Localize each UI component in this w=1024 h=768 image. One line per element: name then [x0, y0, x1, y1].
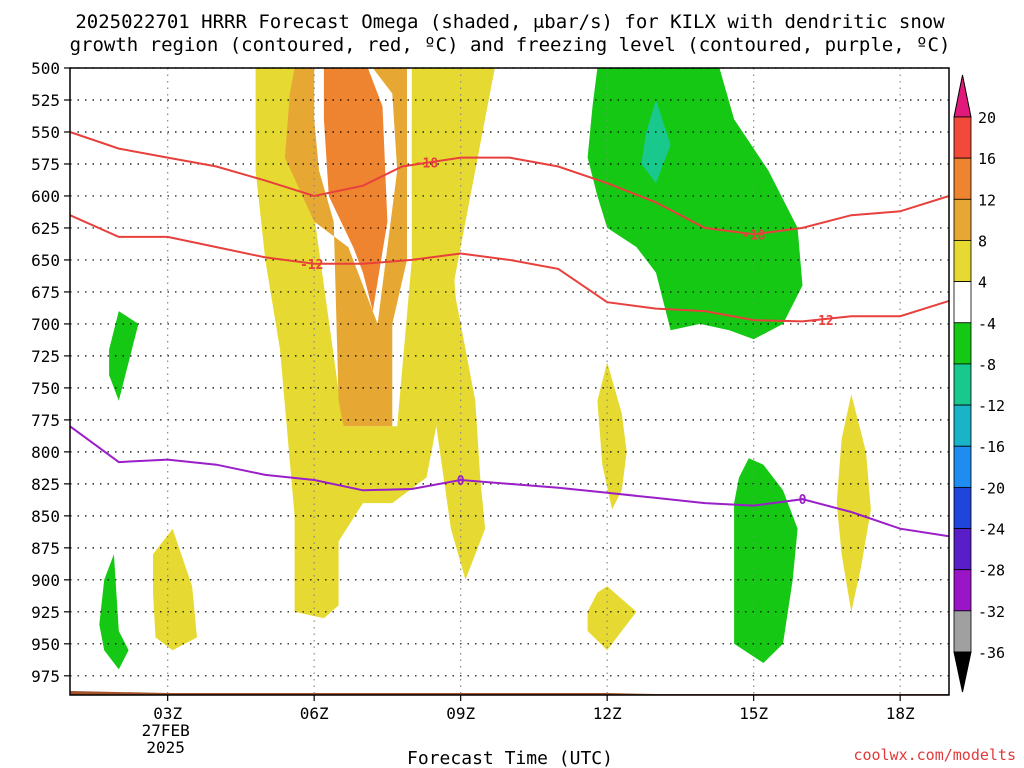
y-tick-label: 975: [31, 667, 60, 686]
x-tick-label: 12Z: [593, 704, 622, 723]
y-tick-label: 700: [31, 315, 60, 334]
contour-line-2: [69, 425, 950, 538]
omega-region-1: [411, 119, 486, 580]
chart-title-line1: 2025022701 HRRR Forecast Omega (shaded, …: [75, 11, 945, 33]
omega-region-3: [323, 68, 388, 312]
y-tick-label: 525: [31, 91, 60, 110]
x-tick-label: 03Z: [153, 704, 182, 723]
colorbar-tick-label: -16: [978, 438, 1005, 456]
colorbar-tick-label: -36: [978, 644, 1005, 662]
y-tick-label: 550: [31, 123, 60, 142]
x-tick-label: 15Z: [739, 704, 768, 723]
contour-label: 0: [799, 493, 807, 508]
y-tick-label: 875: [31, 539, 60, 558]
colorbar-swatch: [953, 157, 972, 200]
colorbar-swatch: [953, 528, 972, 571]
contour-line-0: [69, 131, 950, 236]
omega-region-8: [587, 68, 803, 340]
y-tick-label: 675: [31, 283, 60, 302]
omega-region-5: [597, 362, 627, 510]
chart-title-line2: growth region (contoured, red, ºC) and f…: [70, 34, 951, 56]
colorbar-swatch: [953, 116, 972, 159]
colorbar-tick-label: -24: [978, 521, 1005, 539]
omega-region-6: [587, 586, 637, 651]
plot-frame: [69, 67, 950, 696]
terrain-layer: [70, 691, 949, 695]
colorbar-tick-label: -32: [978, 603, 1005, 621]
contour-label: -18: [415, 157, 439, 172]
colorbar-bottom-arrow: [953, 651, 972, 693]
colorbar-tick-label: -20: [978, 479, 1005, 497]
colorbar-swatch: [953, 363, 972, 406]
y-tick-label: 500: [31, 59, 60, 78]
colorbar: 20 16 12 8 4 -4 -8 -12 -16 -20 -24 -28 -32 -36: [953, 74, 1005, 693]
colorbar-swatch: [953, 198, 972, 241]
colorbar-tick-label: 12: [978, 191, 996, 209]
grid-lines: [70, 67, 949, 695]
contour-label: -12: [810, 314, 833, 329]
y-tick-label: 750: [31, 379, 60, 398]
omega-region-11: [99, 554, 129, 670]
omega-region-12: [734, 458, 798, 663]
y-tick-label: 925: [31, 603, 60, 622]
y-tick-label: 900: [31, 571, 60, 590]
omega-region-4: [153, 528, 197, 651]
x-axis-label: Forecast Time (UTC): [407, 748, 613, 768]
x-tick-sublabel: 2025: [146, 738, 185, 757]
colorbar-swatch: [953, 445, 972, 488]
y-tick-label: 800: [31, 443, 60, 462]
colorbar-swatch: [953, 569, 972, 612]
credit-text: coolwx.com/modelts: [853, 746, 1016, 764]
y-tick-label: 775: [31, 411, 60, 430]
contour-layer: -18 -12 0 -18 -12 0: [69, 131, 950, 538]
colorbar-swatch: [953, 322, 972, 365]
terrain-fill: [70, 691, 949, 695]
y-tick-label: 600: [31, 187, 60, 206]
colorbar-swatch: [953, 281, 972, 324]
x-tick-label: 06Z: [300, 704, 329, 723]
colorbar-top-arrow: [953, 74, 972, 118]
y-tick-label: 725: [31, 347, 60, 366]
colorbar-swatch: [953, 240, 972, 283]
colorbar-tick-label: -8: [978, 356, 996, 374]
omega-region-9: [641, 100, 671, 184]
colorbar-swatch: [953, 486, 972, 529]
colorbar-swatch: [953, 404, 972, 447]
x-tick-label: 09Z: [446, 704, 475, 723]
y-tick-label: 575: [31, 155, 60, 174]
y-tick-label: 850: [31, 507, 60, 526]
y-axis-ticks: 500 525 550 575 600 625 650 675 700 725 750 775 800 8…: [31, 59, 70, 686]
x-tick-label: 18Z: [886, 704, 915, 723]
x-tick-sublabel: 27FEB: [142, 721, 190, 740]
colorbar-tick-label: 20: [978, 109, 996, 127]
contour-label: -18: [742, 228, 766, 243]
omega-region-2: [284, 68, 407, 427]
y-tick-label: 825: [31, 475, 60, 494]
y-tick-label: 625: [31, 219, 60, 238]
contour-label: -12: [300, 258, 323, 273]
colorbar-tick-label: -28: [978, 562, 1005, 580]
y-tick-label: 650: [31, 251, 60, 270]
colorbar-swatch: [953, 610, 972, 653]
colorbar-tick-label: 8: [978, 232, 987, 250]
colorbar-tick-label: -12: [978, 397, 1005, 415]
omega-region-7: [836, 394, 871, 612]
y-tick-label: 950: [31, 635, 60, 654]
colorbar-tick-label: 4: [978, 274, 987, 292]
colorbar-tick-label: 16: [978, 150, 996, 168]
contour-label: 0: [457, 474, 465, 489]
colorbar-tick-label: -4: [978, 315, 996, 333]
contour-line-1: [69, 214, 950, 323]
